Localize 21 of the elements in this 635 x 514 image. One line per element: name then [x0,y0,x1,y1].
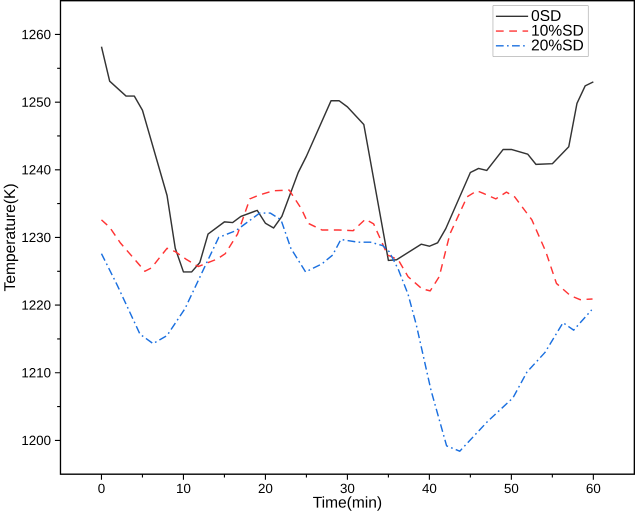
y-tick-label: 1240 [22,164,50,174]
x-tick-label: 10 [177,483,190,493]
line-series [100,212,592,452]
legend-label: 20%SD [532,39,584,50]
legend-label: 10%SD [532,24,584,36]
x-tick-label: 40 [422,483,436,493]
x-tick-label: 50 [504,483,518,493]
y-tick-label: 1230 [22,232,50,242]
legend-label: 0SD [532,10,561,21]
x-tick-label: 60 [586,483,600,493]
x-axis-title: Time(min) [313,496,382,511]
y-tick-label: 1220 [22,300,50,310]
y-tick-label: 1250 [22,97,50,107]
y-tick-label: 1260 [22,30,50,39]
x-tick-label: 30 [340,483,354,493]
y-tick-label: 1200 [22,435,50,445]
y-axis-title: Temperature(K) [4,184,18,291]
x-tick-label: 20 [258,483,272,493]
line-series [100,189,594,300]
x-tick-label: 0 [98,483,105,493]
y-tick-label: 1210 [22,368,50,378]
